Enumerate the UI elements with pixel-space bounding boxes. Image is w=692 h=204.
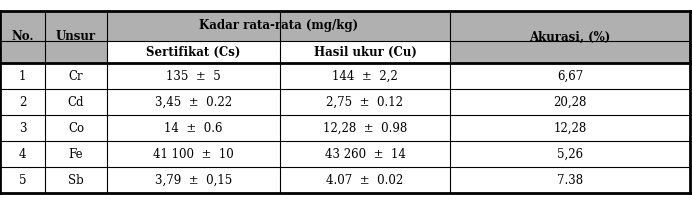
Text: Cr: Cr xyxy=(69,70,83,82)
Text: 2,75  ±  0.12: 2,75 ± 0.12 xyxy=(327,95,403,109)
Bar xyxy=(0,141,690,167)
Bar xyxy=(0,41,107,63)
Text: Fe: Fe xyxy=(69,147,83,161)
Text: 3: 3 xyxy=(19,122,26,134)
Bar xyxy=(0,167,690,193)
Text: 7.38: 7.38 xyxy=(557,173,583,186)
Text: Sertifikat (Cs): Sertifikat (Cs) xyxy=(146,45,241,59)
Text: 20,28: 20,28 xyxy=(554,95,587,109)
Bar xyxy=(0,63,690,89)
Text: 12,28: 12,28 xyxy=(554,122,587,134)
Text: 144  ±  2,2: 144 ± 2,2 xyxy=(332,70,398,82)
Text: Co: Co xyxy=(68,122,84,134)
Text: Kadar rata-rata (mg/kg): Kadar rata-rata (mg/kg) xyxy=(199,20,358,32)
Text: 3,45  ±  0.22: 3,45 ± 0.22 xyxy=(155,95,232,109)
Text: 4: 4 xyxy=(19,147,26,161)
Text: 3,79  ±  0,15: 3,79 ± 0,15 xyxy=(155,173,232,186)
Text: 5,26: 5,26 xyxy=(557,147,583,161)
Text: No.: No. xyxy=(11,31,34,43)
Bar xyxy=(0,115,690,141)
Text: 5: 5 xyxy=(19,173,26,186)
Text: 43 260  ±  14: 43 260 ± 14 xyxy=(325,147,406,161)
Text: 41 100  ±  10: 41 100 ± 10 xyxy=(153,147,234,161)
Bar xyxy=(0,89,690,115)
Text: 1: 1 xyxy=(19,70,26,82)
Text: Akurasi, (%): Akurasi, (%) xyxy=(529,31,610,43)
Bar xyxy=(450,40,690,42)
Text: 12,28  ±  0.98: 12,28 ± 0.98 xyxy=(323,122,407,134)
Text: Cd: Cd xyxy=(68,95,84,109)
Bar xyxy=(0,11,690,41)
Text: 2: 2 xyxy=(19,95,26,109)
Text: Sb: Sb xyxy=(68,173,84,186)
Text: 14  ±  0.6: 14 ± 0.6 xyxy=(164,122,223,134)
Bar xyxy=(0,40,107,42)
Text: 135  ±  5: 135 ± 5 xyxy=(166,70,221,82)
Bar xyxy=(450,41,690,63)
Bar xyxy=(107,41,450,63)
Text: 4.07  ±  0.02: 4.07 ± 0.02 xyxy=(327,173,403,186)
Text: 6,67: 6,67 xyxy=(557,70,583,82)
Text: Unsur: Unsur xyxy=(56,31,96,43)
Text: Hasil ukur (Cu): Hasil ukur (Cu) xyxy=(313,45,417,59)
